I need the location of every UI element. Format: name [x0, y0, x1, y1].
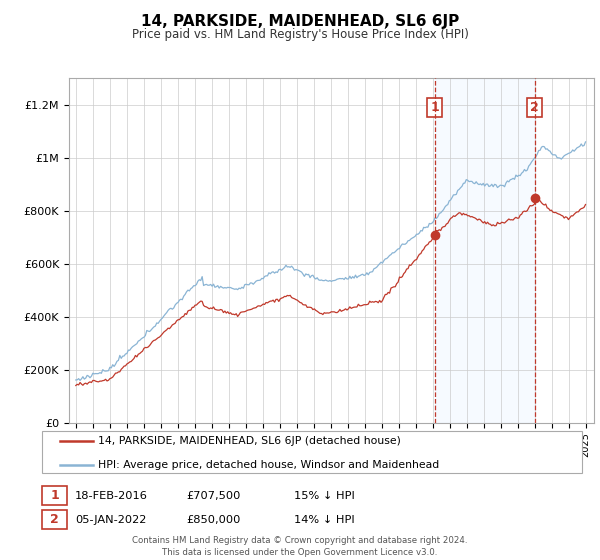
- Text: 2: 2: [50, 513, 59, 526]
- Text: 14, PARKSIDE, MAIDENHEAD, SL6 6JP: 14, PARKSIDE, MAIDENHEAD, SL6 6JP: [141, 14, 459, 29]
- Text: 15% ↓ HPI: 15% ↓ HPI: [294, 491, 355, 501]
- Text: 1: 1: [430, 101, 439, 114]
- Text: 18-FEB-2016: 18-FEB-2016: [75, 491, 148, 501]
- Text: Price paid vs. HM Land Registry's House Price Index (HPI): Price paid vs. HM Land Registry's House …: [131, 28, 469, 41]
- Text: 14, PARKSIDE, MAIDENHEAD, SL6 6JP (detached house): 14, PARKSIDE, MAIDENHEAD, SL6 6JP (detac…: [98, 436, 401, 446]
- Text: 05-JAN-2022: 05-JAN-2022: [75, 515, 146, 525]
- Bar: [434, 78, 535, 423]
- Text: 14% ↓ HPI: 14% ↓ HPI: [294, 515, 355, 525]
- Text: 1: 1: [50, 489, 59, 502]
- Text: 2: 2: [530, 101, 539, 114]
- Text: £707,500: £707,500: [186, 491, 241, 501]
- Text: Contains HM Land Registry data © Crown copyright and database right 2024.
This d: Contains HM Land Registry data © Crown c…: [132, 536, 468, 557]
- Text: £850,000: £850,000: [186, 515, 241, 525]
- Text: HPI: Average price, detached house, Windsor and Maidenhead: HPI: Average price, detached house, Wind…: [98, 460, 439, 470]
